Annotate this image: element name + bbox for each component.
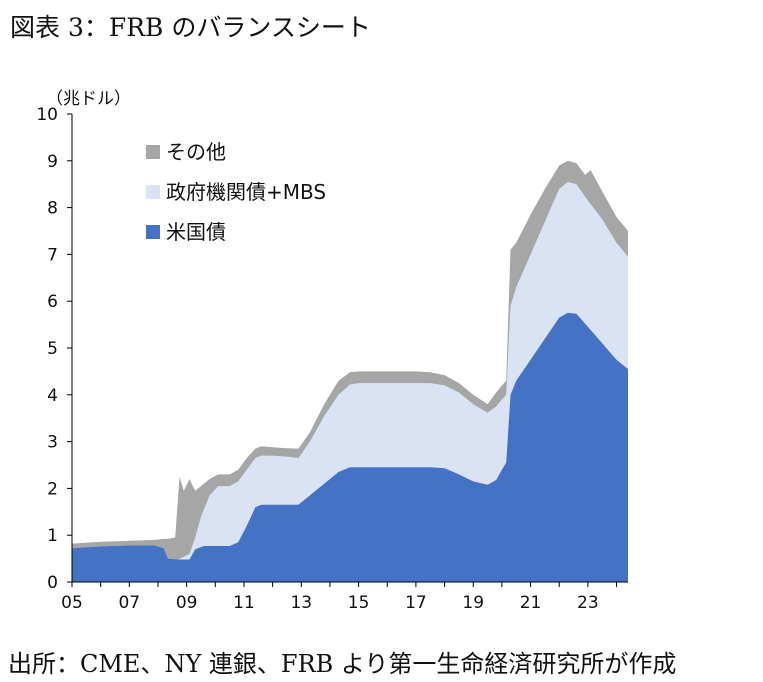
x-tick-label: 23 — [577, 593, 599, 613]
x-tick-label: 07 — [118, 593, 140, 613]
y-tick-label: 1 — [47, 526, 58, 546]
area-series — [72, 181, 628, 582]
y-tick-label: 7 — [47, 245, 58, 265]
source-note: 出所：CME、NY 連銀、FRB より第一生命経済研究所が作成 — [8, 650, 677, 678]
legend-label: 米国債 — [166, 220, 226, 244]
y-tick-label: 5 — [47, 339, 58, 359]
y-tick-label: 8 — [47, 199, 58, 219]
y-tick-label: 0 — [47, 573, 58, 593]
legend-label: その他 — [166, 140, 226, 164]
y-unit-label: （兆ドル） — [46, 89, 131, 109]
y-tick-label: 10 — [36, 105, 58, 125]
area-layers — [72, 160, 628, 583]
y-tick-label: 4 — [47, 386, 58, 406]
y-tick-label: 6 — [47, 292, 58, 312]
x-tick-label: 15 — [348, 593, 370, 613]
x-tick-label: 17 — [405, 593, 427, 613]
x-tick-label: 19 — [462, 593, 484, 613]
x-tick-label: 09 — [176, 593, 198, 613]
area-series — [72, 312, 628, 582]
legend-swatch — [146, 225, 160, 239]
x-tick-label: 11 — [233, 593, 255, 613]
figure-title: 図表 3：FRB のバランスシート — [10, 13, 371, 42]
x-tick-label: 05 — [61, 593, 83, 613]
legend-swatch — [146, 145, 160, 159]
x-tick-label: 13 — [290, 593, 312, 613]
y-tick-label: 2 — [47, 479, 58, 499]
y-tick-label: 3 — [47, 433, 58, 453]
x-tick-label: 21 — [520, 593, 542, 613]
legend-label: 政府機関債+MBS — [166, 180, 326, 204]
legend-swatch — [146, 185, 160, 199]
y-tick-label: 9 — [47, 152, 58, 172]
